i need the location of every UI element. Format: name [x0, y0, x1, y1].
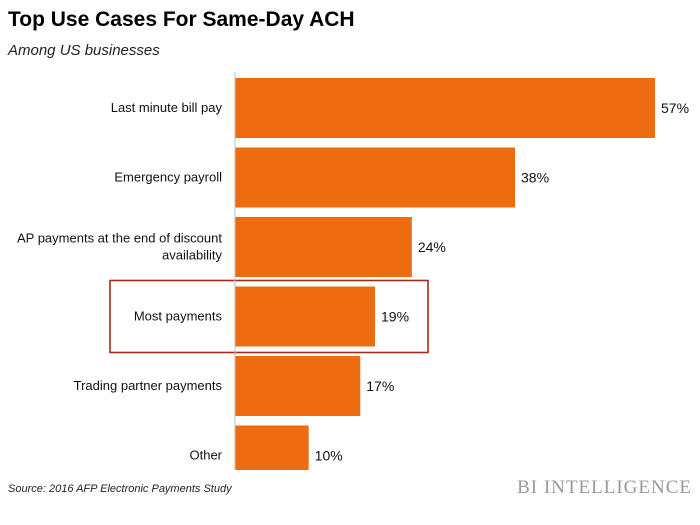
value-label-0: 57% [661, 100, 689, 116]
bar-1 [235, 147, 515, 208]
highlight-box [109, 279, 429, 354]
value-label-5: 10% [315, 448, 343, 464]
category-label-5: Other [189, 448, 222, 463]
brand-logo: BI INTELLIGENCE [517, 477, 692, 498]
chart-subtitle: Among US businesses [8, 42, 160, 59]
category-label-2: AP payments at the end of discount availa… [17, 231, 223, 263]
bar-chart: 57% Last minute bill pay 38% Emergency payr… [17, 72, 689, 470]
category-label-0: Last minute bill pay [111, 100, 223, 115]
value-label-3: 19% [381, 309, 409, 325]
bar-4 [235, 356, 361, 416]
value-label-4: 17% [366, 378, 394, 394]
value-label-2: 24% [418, 239, 446, 255]
category-label-3: Most payments [134, 309, 223, 324]
bar-5 [235, 425, 309, 470]
value-label-1: 38% [521, 170, 549, 186]
category-label-4: Trading partner payments [74, 378, 223, 393]
source-note: Source: 2016 AFP Electronic Payments Stu… [8, 483, 232, 495]
bar-3 [235, 286, 375, 347]
chart-title: Top Use Cases For Same-Day ACH [8, 8, 355, 31]
category-label-1: Emergency payroll [114, 170, 222, 185]
bar-0 [235, 78, 655, 138]
bar-2 [235, 217, 412, 277]
